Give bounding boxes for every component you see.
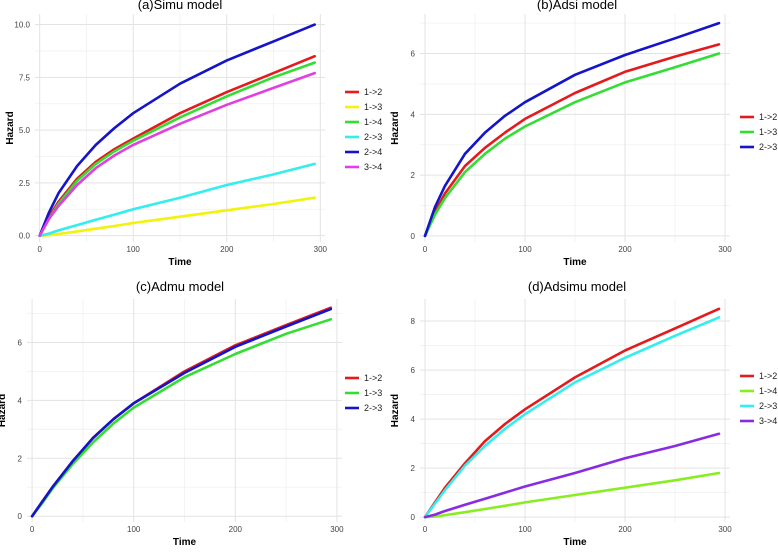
series-line-2-to-3	[38, 162, 316, 237]
y-tick-label: 2	[411, 464, 416, 473]
y-tick-label: 4	[411, 110, 416, 119]
x-tick-label: 0	[423, 245, 428, 254]
legend-label: 1->4	[759, 386, 777, 396]
panel-title: (b)Adsi model	[537, 0, 617, 12]
legend-label: 2->3	[759, 401, 777, 411]
legend: 1->2 1->3 2->3	[740, 112, 777, 152]
legend-label: 1->2	[364, 373, 382, 383]
y-tick-label: 0	[18, 512, 23, 521]
y-axis-label: Hazard	[390, 111, 401, 144]
panel-title: (c)Admu model	[136, 279, 224, 294]
x-axis-label: Time	[563, 537, 587, 548]
panel-0: 0 100 200 300 0.0 2.5 5.0 7.5 10.0 (a)Simu model T…	[5, 0, 382, 268]
x-tick-label: 100	[518, 245, 532, 254]
panel-title: (d)Adsimu model	[528, 279, 626, 294]
series-line-2-to-3	[30, 307, 333, 518]
panel-1: 0 100 200 300 0 2 4 6 (b)Adsi model Time Hazard 1->…	[390, 0, 777, 268]
x-tick-label: 300	[314, 245, 328, 254]
legend-label: 3->4	[364, 162, 382, 172]
x-tick-label: 0	[30, 525, 35, 534]
y-tick-label: 0	[411, 513, 416, 522]
legend-label: 1->3	[364, 388, 382, 398]
y-tick-label: 2	[18, 454, 23, 463]
x-tick-label: 300	[330, 525, 344, 534]
series-line-2-to-3	[423, 21, 721, 238]
y-tick-label: 0.0	[19, 232, 31, 241]
legend-label: 2->3	[364, 132, 382, 142]
legend-label: 2->3	[364, 403, 382, 413]
y-axis-label: Hazard	[390, 394, 401, 427]
panel-3: 0 100 200 300 0 2 4 6 8 (d)Adsimu model Time Hazard…	[390, 279, 777, 548]
x-tick-label: 200	[618, 245, 632, 254]
x-tick-label: 200	[229, 525, 243, 534]
y-tick-label: 10.0	[14, 21, 30, 30]
series-line-3-to-4	[423, 432, 721, 519]
x-axis-label: Time	[168, 257, 192, 268]
y-tick-label: 0	[411, 232, 416, 241]
x-tick-label: 100	[127, 525, 141, 534]
x-tick-label: 300	[718, 245, 732, 254]
panel-2: 0 100 200 300 0 2 4 6 (c)Admu model Time Hazard 1->…	[0, 279, 382, 548]
x-tick-label: 0	[37, 245, 42, 254]
x-axis-label: Time	[173, 537, 197, 548]
series-line-2-to-4	[38, 23, 316, 237]
series-line-1-to-3	[423, 52, 721, 238]
x-tick-label: 100	[127, 245, 141, 254]
legend-label: 2->4	[364, 147, 382, 157]
series-line-1-to-2	[423, 43, 721, 238]
y-tick-label: 6	[411, 50, 416, 59]
legend-label: 1->2	[759, 371, 777, 381]
x-axis-label: Time	[563, 257, 587, 268]
legend-label: 1->3	[364, 102, 382, 112]
x-tick-label: 200	[618, 525, 632, 534]
y-tick-label: 6	[411, 366, 416, 375]
y-axis-label: Hazard	[0, 394, 8, 427]
panel-title: (a)Simu model	[138, 0, 223, 12]
legend-label: 1->3	[759, 127, 777, 137]
series-line-1-to-3	[38, 196, 316, 237]
y-tick-label: 6	[18, 338, 23, 347]
legend: 1->2 1->3 1->4 2->3 2->4 3->4	[345, 87, 382, 172]
y-tick-label: 7.5	[19, 73, 31, 82]
series-line-2-to-3	[423, 316, 721, 519]
x-tick-label: 0	[423, 525, 428, 534]
legend-label: 3->4	[759, 416, 777, 426]
legend: 1->2 1->4 2->3 3->4	[740, 371, 777, 426]
y-tick-label: 4	[18, 396, 23, 405]
legend-label: 1->2	[759, 112, 777, 122]
y-tick-label: 8	[411, 317, 416, 326]
x-tick-label: 100	[518, 525, 532, 534]
legend-label: 1->2	[364, 87, 382, 97]
series-line-3-to-4	[38, 71, 316, 237]
y-tick-label: 2	[411, 171, 416, 180]
legend: 1->2 1->3 2->3	[345, 373, 382, 413]
y-tick-label: 5.0	[19, 126, 31, 135]
y-axis-label: Hazard	[5, 111, 16, 144]
legend-label: 2->3	[759, 142, 777, 152]
series-line-1-to-4	[423, 471, 721, 519]
x-tick-label: 200	[220, 245, 234, 254]
legend-label: 1->4	[364, 117, 382, 127]
y-tick-label: 2.5	[19, 179, 31, 188]
y-tick-label: 4	[411, 415, 416, 424]
x-tick-label: 300	[718, 525, 732, 534]
